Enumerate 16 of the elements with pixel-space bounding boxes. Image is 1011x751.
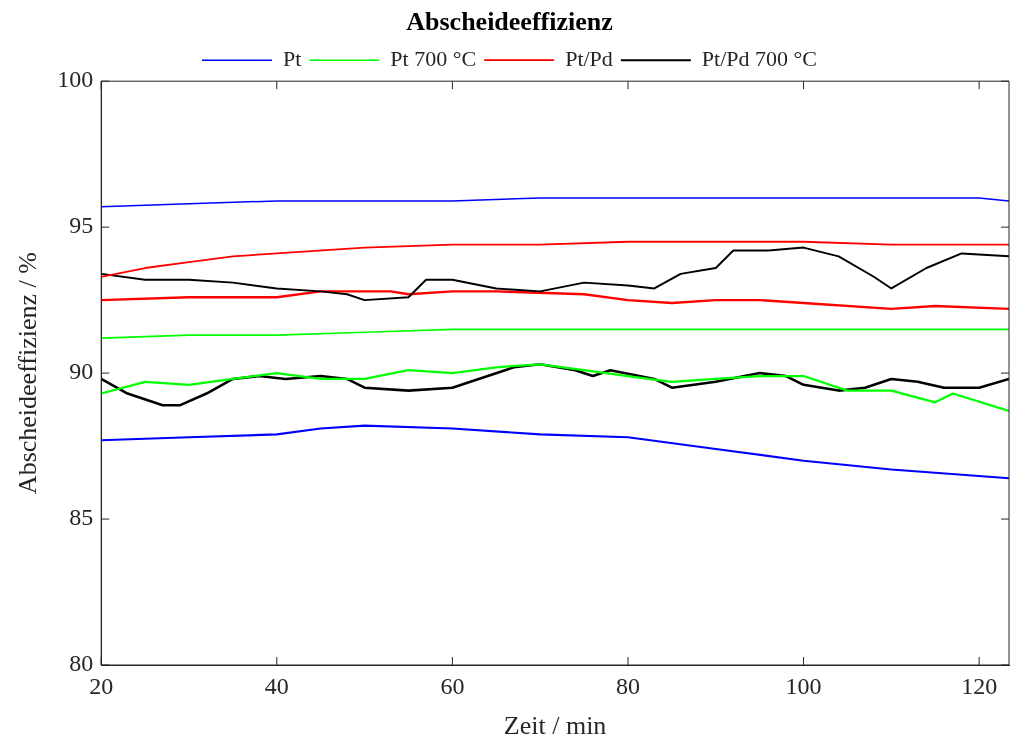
x-axis-title: Zeit / min <box>503 711 607 741</box>
y-tick-label: 95 <box>69 212 94 239</box>
y-axis-title: Abscheideeffizienz / % <box>13 252 43 495</box>
y-tick-label: 90 <box>69 358 94 385</box>
legend-label: Pt <box>282 45 302 71</box>
x-tick-label: 60 <box>440 672 465 699</box>
x-tick-label: 40 <box>264 672 289 699</box>
y-tick-label: 85 <box>69 504 94 531</box>
chart-title: Abscheideeffizienz <box>406 7 613 37</box>
y-tick-label: 100 <box>57 66 94 93</box>
x-tick-label: 100 <box>785 672 822 699</box>
legend-label: Pt 700 °C <box>390 45 477 71</box>
legend-label: Pt/Pd <box>565 45 613 71</box>
legend-label: Pt/Pd 700 °C <box>701 45 818 71</box>
x-tick-label: 120 <box>961 672 998 699</box>
x-tick-label: 80 <box>615 672 640 699</box>
